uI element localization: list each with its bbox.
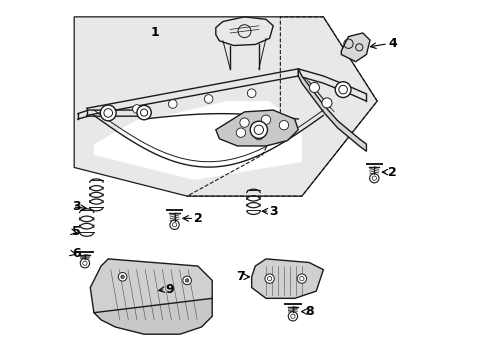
Polygon shape [298,69,366,151]
Text: 6: 6 [72,247,81,260]
Circle shape [132,105,141,113]
Circle shape [297,274,306,283]
Circle shape [168,100,177,108]
Polygon shape [74,17,376,196]
Polygon shape [94,101,301,180]
Circle shape [250,121,267,138]
Text: 2: 2 [194,212,203,225]
Text: 5: 5 [72,225,81,238]
Circle shape [121,275,124,279]
Text: 7: 7 [235,270,244,283]
Text: 9: 9 [165,283,174,296]
Circle shape [321,98,331,108]
Circle shape [335,82,350,98]
Circle shape [239,118,249,127]
Circle shape [309,82,319,93]
Circle shape [172,223,176,227]
Circle shape [185,279,188,282]
Circle shape [254,131,263,140]
Circle shape [118,273,126,281]
Text: 1: 1 [150,27,159,40]
Circle shape [82,261,87,265]
Text: 8: 8 [305,305,313,318]
Circle shape [261,115,270,125]
Circle shape [279,121,288,130]
Circle shape [183,276,191,285]
Text: 4: 4 [387,37,396,50]
Polygon shape [90,259,212,323]
Circle shape [100,105,116,121]
Circle shape [236,128,245,137]
Text: 3: 3 [72,201,81,213]
Circle shape [371,176,376,180]
Circle shape [137,105,151,120]
Circle shape [264,274,274,283]
Text: 2: 2 [387,166,396,179]
Polygon shape [215,110,298,146]
PathPatch shape [94,298,212,334]
Polygon shape [341,33,369,62]
Text: 3: 3 [269,205,278,218]
Circle shape [247,89,255,98]
Circle shape [290,314,294,319]
Circle shape [204,95,212,103]
Polygon shape [251,259,323,298]
